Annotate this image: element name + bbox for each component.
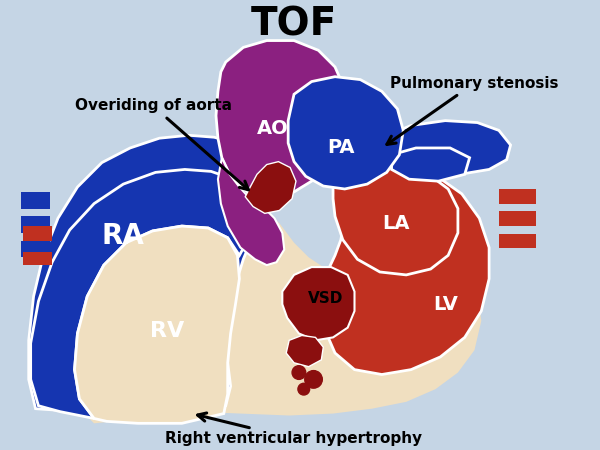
Polygon shape	[499, 234, 536, 248]
Polygon shape	[283, 267, 355, 340]
Polygon shape	[288, 76, 403, 189]
Polygon shape	[21, 216, 50, 233]
Polygon shape	[245, 162, 296, 213]
Polygon shape	[392, 148, 470, 181]
Polygon shape	[333, 167, 458, 275]
Polygon shape	[29, 135, 267, 414]
Polygon shape	[65, 197, 481, 423]
Text: LV: LV	[433, 295, 458, 314]
Polygon shape	[218, 158, 284, 265]
Polygon shape	[323, 171, 489, 374]
Text: RA: RA	[102, 222, 145, 250]
Text: PA: PA	[327, 139, 355, 158]
Polygon shape	[23, 252, 52, 265]
Circle shape	[305, 371, 322, 388]
Text: VSD: VSD	[308, 291, 343, 306]
Text: AO: AO	[257, 119, 289, 138]
Text: Pulmonary stenosis: Pulmonary stenosis	[387, 76, 558, 144]
Text: LA: LA	[383, 214, 410, 233]
Polygon shape	[23, 226, 52, 241]
Text: RV: RV	[150, 320, 184, 341]
Circle shape	[292, 366, 306, 379]
Polygon shape	[499, 189, 536, 203]
Text: Overiding of aorta: Overiding of aorta	[74, 99, 248, 190]
Polygon shape	[386, 121, 511, 174]
Polygon shape	[499, 212, 536, 226]
Polygon shape	[216, 40, 347, 197]
Polygon shape	[31, 170, 255, 418]
Text: Right ventricular hypertrophy: Right ventricular hypertrophy	[166, 413, 422, 446]
Circle shape	[298, 383, 310, 395]
Polygon shape	[21, 241, 50, 257]
Polygon shape	[286, 335, 323, 367]
Polygon shape	[21, 192, 50, 208]
Polygon shape	[74, 226, 239, 423]
Text: TOF: TOF	[251, 6, 337, 44]
